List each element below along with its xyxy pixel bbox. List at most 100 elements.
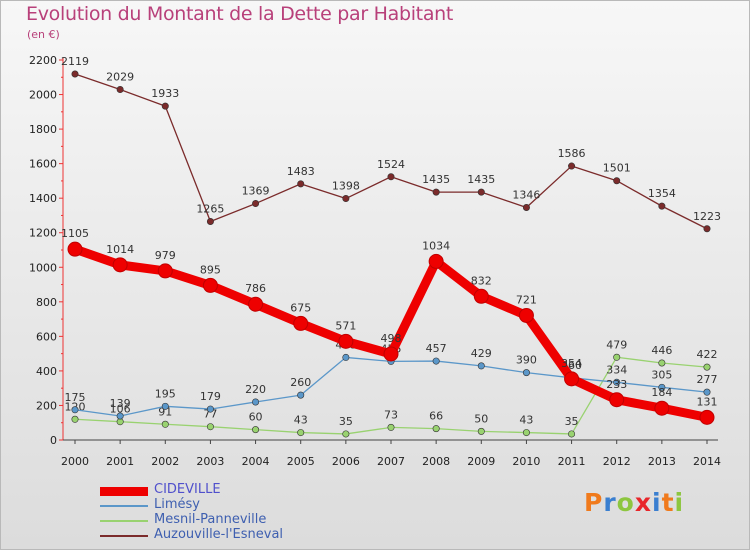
data-point <box>71 70 79 78</box>
data-label: 1354 <box>648 187 676 200</box>
y-tick-label: 1400 <box>29 192 57 205</box>
y-tick-label: 400 <box>36 365 57 378</box>
x-tick-label: 2014 <box>693 455 721 468</box>
chart-unit: (en €) <box>27 28 60 41</box>
data-label: 1105 <box>61 227 89 240</box>
data-label: 2029 <box>106 71 134 84</box>
data-label: 457 <box>426 342 447 355</box>
data-point <box>206 405 214 413</box>
data-label: 2119 <box>61 55 89 68</box>
data-point <box>658 359 666 367</box>
data-label: 43 <box>519 414 533 427</box>
data-point <box>477 427 485 435</box>
data-label: 91 <box>158 405 172 418</box>
data-label: 233 <box>606 378 627 391</box>
data-point <box>432 357 440 365</box>
data-label: 479 <box>606 338 627 351</box>
data-label: 60 <box>249 411 263 424</box>
data-point <box>387 423 395 431</box>
data-point <box>658 202 666 210</box>
data-label: 334 <box>606 363 627 376</box>
y-tick-label: 2000 <box>29 89 57 102</box>
data-label: 179 <box>200 390 221 403</box>
x-tick-label: 2005 <box>287 455 315 468</box>
data-point <box>157 263 173 279</box>
data-label: 1435 <box>467 173 495 186</box>
data-point <box>703 388 711 396</box>
data-label: 43 <box>294 414 308 427</box>
legend-label: Mesnil-Panneville <box>154 512 267 527</box>
x-tick-label: 2013 <box>648 455 676 468</box>
data-point <box>699 409 715 425</box>
data-point <box>161 102 169 110</box>
data-label: 1435 <box>422 173 450 186</box>
data-label: 50 <box>474 412 488 425</box>
x-tick-label: 2006 <box>332 455 360 468</box>
data-point <box>297 429 305 437</box>
logo-letter: x <box>634 488 652 517</box>
x-tick-label: 2012 <box>603 455 631 468</box>
data-label: 429 <box>471 347 492 360</box>
data-label: 1524 <box>377 158 405 171</box>
data-point <box>654 400 670 416</box>
y-tick-label: 1000 <box>29 261 57 274</box>
legend-swatch <box>100 535 148 537</box>
data-label: 175 <box>65 391 86 404</box>
data-label: 1014 <box>106 243 134 256</box>
y-tick-label: 600 <box>36 330 57 343</box>
x-tick-label: 2007 <box>377 455 405 468</box>
data-label: 354 <box>561 357 582 370</box>
legend-label: Limésy <box>154 497 200 512</box>
data-label: 305 <box>651 368 672 381</box>
data-point <box>112 257 128 273</box>
data-label: 571 <box>335 319 356 332</box>
data-label: 979 <box>155 249 176 262</box>
data-point <box>248 296 264 312</box>
data-label: 1933 <box>151 87 179 100</box>
legend-label: CIDEVILLE <box>154 482 221 497</box>
data-label: 139 <box>110 397 131 410</box>
data-label: 1369 <box>242 185 270 198</box>
data-point <box>383 346 399 362</box>
x-tick-label: 2010 <box>512 455 540 468</box>
x-tick-label: 2001 <box>106 455 134 468</box>
data-label: 446 <box>651 344 672 357</box>
data-point <box>116 86 124 94</box>
data-point <box>116 412 124 420</box>
data-label: 66 <box>429 410 443 423</box>
data-label: 184 <box>651 386 672 399</box>
data-label: 1398 <box>332 180 360 193</box>
data-point <box>477 362 485 370</box>
data-label: 832 <box>471 274 492 287</box>
data-point <box>342 195 350 203</box>
data-label: 1034 <box>422 239 450 252</box>
data-label: 498 <box>381 332 402 345</box>
data-label: 1483 <box>287 165 315 178</box>
x-tick-label: 2003 <box>196 455 224 468</box>
data-label: 1265 <box>196 203 224 216</box>
data-label: 35 <box>565 415 579 428</box>
x-tick-label: 2008 <box>422 455 450 468</box>
data-point <box>338 333 354 349</box>
data-point <box>71 406 79 414</box>
data-label: 260 <box>290 376 311 389</box>
legend-swatch <box>100 520 148 522</box>
legend-label: Auzouville-l'Esneval <box>154 527 284 542</box>
data-point <box>293 315 309 331</box>
data-point <box>342 430 350 438</box>
data-label: 195 <box>155 387 176 400</box>
legend-swatch <box>100 505 148 507</box>
data-point <box>518 307 534 323</box>
data-label: 721 <box>516 293 537 306</box>
data-point <box>564 371 580 387</box>
data-point <box>161 420 169 428</box>
data-point <box>67 241 83 257</box>
logo-letter: o <box>616 488 635 517</box>
data-point <box>252 398 260 406</box>
data-point <box>206 218 214 226</box>
data-point <box>342 353 350 361</box>
data-point <box>613 353 621 361</box>
data-label: 422 <box>697 348 718 361</box>
logo-letter: P <box>584 488 604 517</box>
data-point <box>161 402 169 410</box>
